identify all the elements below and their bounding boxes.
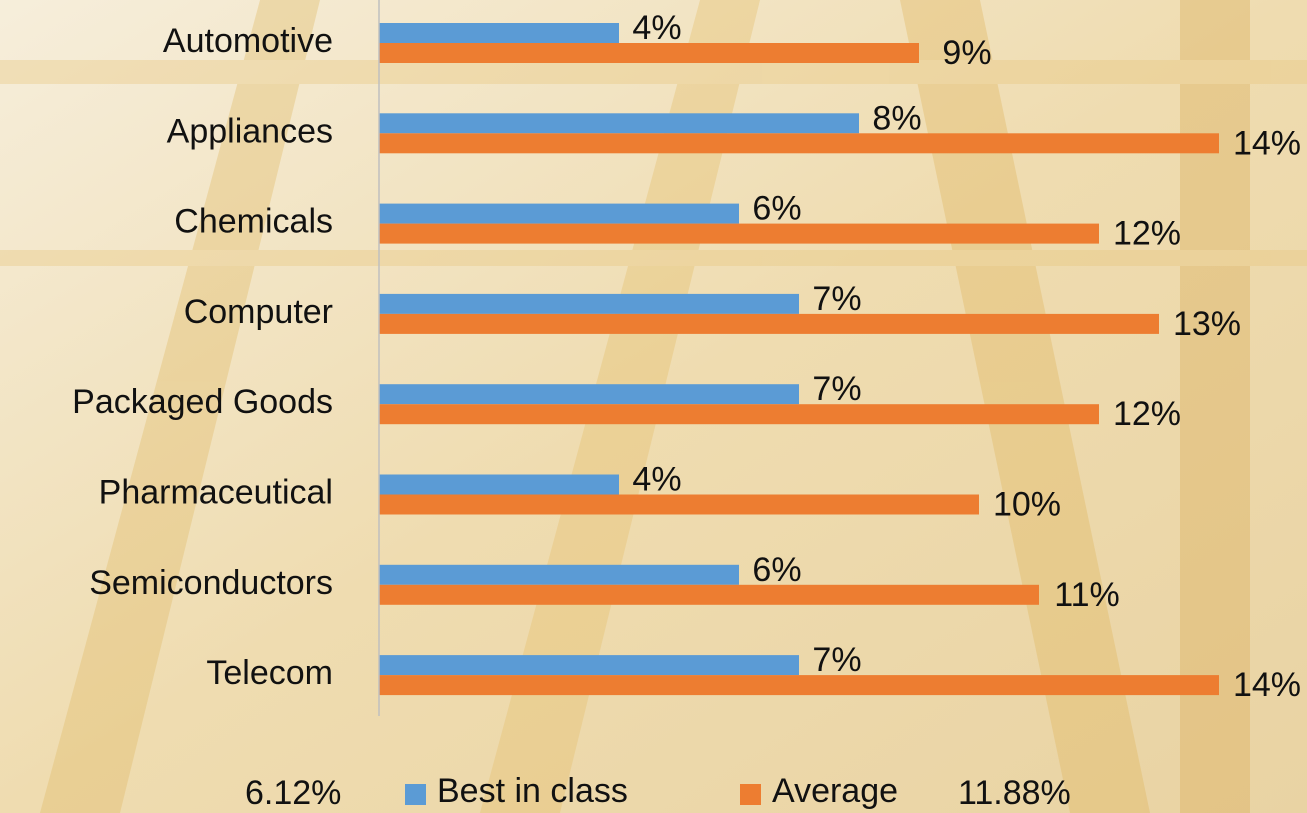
bar (379, 565, 739, 585)
data-label: 7% (812, 280, 861, 318)
chart: Automotive 4% 9% Appliances 8% 14% Chemicals 6%… (0, 0, 1307, 813)
y-tick-label: Packaged Goods (72, 383, 333, 421)
data-label: 11% (1054, 576, 1120, 614)
annotation: 6.12% (245, 774, 341, 812)
data-label: 9% (942, 34, 991, 72)
data-label: 7% (812, 641, 861, 679)
bar (379, 314, 1159, 334)
legend-label: Best in class (437, 772, 628, 810)
legend-swatch (740, 784, 761, 805)
data-label: 6% (752, 190, 801, 228)
data-label: 6% (752, 551, 801, 589)
bar (379, 475, 619, 495)
y-tick-label: Appliances (167, 112, 333, 150)
bar (379, 495, 979, 515)
bar (379, 655, 799, 675)
data-label: 4% (632, 460, 681, 498)
y-tick-label: Chemicals (174, 203, 333, 241)
bar (379, 294, 799, 314)
bar (379, 23, 619, 43)
data-label: 8% (872, 99, 921, 137)
data-label: 4% (632, 9, 681, 47)
y-tick-label: Pharmaceutical (99, 473, 333, 511)
bar (379, 204, 739, 224)
bar (379, 133, 1219, 153)
bar (379, 224, 1099, 244)
data-label: 14% (1233, 124, 1301, 162)
data-label: 12% (1113, 395, 1181, 433)
bar (379, 585, 1039, 605)
legend-swatch (405, 784, 426, 805)
y-tick-label: Semiconductors (89, 564, 333, 602)
y-tick-label: Automotive (163, 22, 333, 60)
bar (379, 113, 859, 133)
data-label: 13% (1173, 305, 1241, 343)
legend-label: Average (772, 772, 898, 810)
data-label: 10% (993, 485, 1061, 523)
annotation: 11.88% (958, 774, 1071, 812)
data-label: 12% (1113, 215, 1181, 253)
bar (379, 404, 1099, 424)
data-label: 7% (812, 370, 861, 408)
bar (379, 43, 919, 63)
bar (379, 675, 1219, 695)
y-tick-label: Telecom (206, 654, 333, 692)
bar (379, 384, 799, 404)
data-label: 14% (1233, 666, 1301, 704)
y-tick-label: Computer (184, 293, 333, 331)
